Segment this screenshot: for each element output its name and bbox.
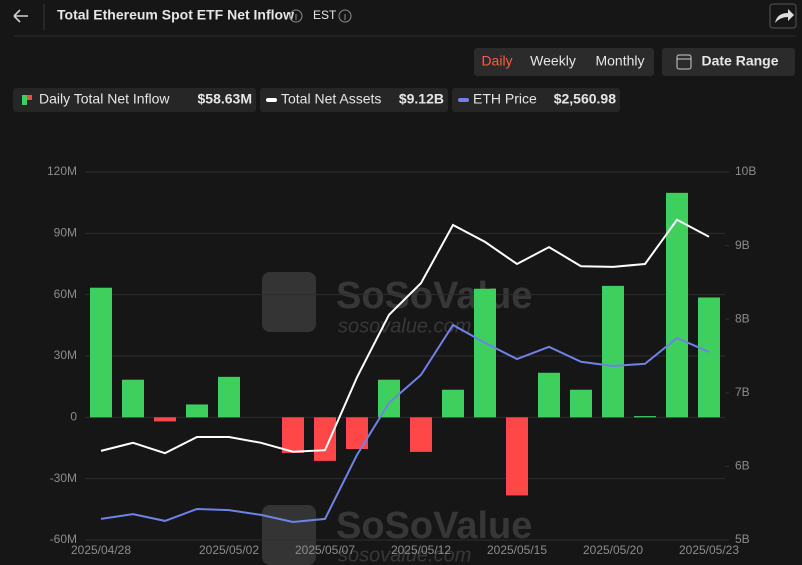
y-tick-label: -60M xyxy=(50,532,77,546)
bar xyxy=(602,285,624,418)
bar xyxy=(186,404,208,418)
date-range-button[interactable]: Date Range xyxy=(662,48,795,76)
tab[interactable]: Weekly xyxy=(530,53,576,69)
watermark-url: sosovalue.com xyxy=(338,315,471,337)
x-tick-label: 2025/05/15 xyxy=(487,543,547,557)
legend-item xyxy=(452,88,620,112)
x-tick-label: 2025/05/02 xyxy=(199,543,259,557)
bar xyxy=(282,417,304,453)
y2-tick-label: 6B xyxy=(735,459,750,473)
legend-swatch xyxy=(266,98,277,102)
x-tick-label: 2025/05/07 xyxy=(295,543,355,557)
tab[interactable]: Monthly xyxy=(595,53,644,69)
y2-tick-label: 7B xyxy=(735,385,750,399)
y-tick-label: 0 xyxy=(70,410,77,424)
bar xyxy=(634,416,656,418)
watermark-brand: SoSoValue xyxy=(336,275,532,317)
y2-tick-label: 5B xyxy=(735,532,750,546)
bar xyxy=(122,379,144,418)
x-tick-label: 2025/05/20 xyxy=(583,543,643,557)
legend-value: $9.12B xyxy=(399,91,444,107)
bar xyxy=(538,372,560,418)
tab-group xyxy=(474,48,654,76)
tab[interactable]: Daily xyxy=(481,53,512,69)
legend-swatch xyxy=(22,95,27,105)
bar xyxy=(378,379,400,418)
y2-tick-label: 8B xyxy=(735,311,750,325)
y-tick-label: 90M xyxy=(54,226,77,240)
legend-label: Total Net Assets xyxy=(281,91,381,107)
y-tick-label: -30M xyxy=(50,471,77,485)
bar xyxy=(154,417,176,422)
x-tick-label: 2025/05/23 xyxy=(679,543,739,557)
y2-tick-label: 10B xyxy=(735,164,756,178)
info-icon[interactable] xyxy=(338,9,352,23)
legend-label: Daily Total Net Inflow xyxy=(39,91,170,107)
legend-swatch xyxy=(458,98,469,102)
share-button[interactable] xyxy=(769,3,797,29)
y-tick-label: 30M xyxy=(54,348,77,362)
bar xyxy=(474,288,496,418)
watermark-brand: SoSoValue xyxy=(336,505,532,547)
bar xyxy=(346,417,368,450)
back-button[interactable] xyxy=(13,9,28,23)
line xyxy=(100,218,710,455)
x-tick-label: 2025/05/12 xyxy=(391,543,451,557)
watermark-url: sosovalue.com xyxy=(338,544,471,565)
y2-tick-label: 9B xyxy=(735,238,750,252)
bar xyxy=(570,389,592,418)
bar xyxy=(506,417,528,496)
watermark: SoSoValue sosovalue.com SoSoValue sosova… xyxy=(262,272,532,565)
bar xyxy=(410,417,432,452)
bar xyxy=(698,297,720,418)
title: Total Ethereum Spot ETF Net Inflow xyxy=(57,7,294,23)
x-tick-label: 2025/04/28 xyxy=(71,543,131,557)
legend-value: $2,560.98 xyxy=(554,91,616,107)
bar xyxy=(218,376,240,418)
bar xyxy=(314,417,336,461)
legend-swatch xyxy=(27,95,32,100)
legend-value: $58.63M xyxy=(198,91,252,107)
bar xyxy=(442,389,464,418)
timezone: EST xyxy=(313,8,337,22)
y-tick-label: 60M xyxy=(54,287,77,301)
legend-label: ETH Price xyxy=(473,91,537,107)
bar xyxy=(666,192,688,418)
legend-item xyxy=(13,88,256,112)
info-icon[interactable] xyxy=(289,9,303,23)
y-tick-label: 120M xyxy=(47,164,77,178)
date-range-label: Date Range xyxy=(701,53,778,69)
legend-item xyxy=(260,88,448,112)
bar xyxy=(90,287,112,418)
line xyxy=(100,323,710,524)
